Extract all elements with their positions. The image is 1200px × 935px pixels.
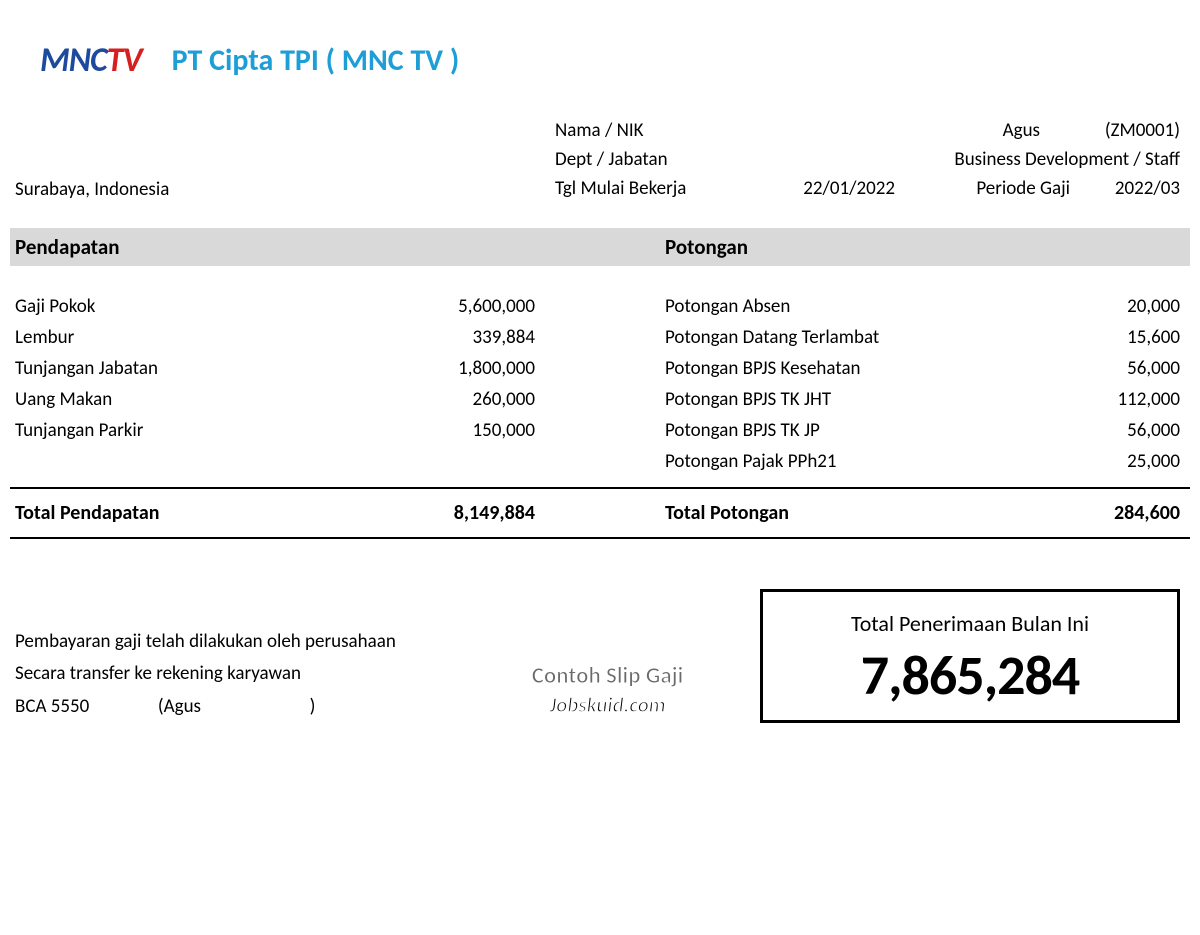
watermark-title: Contoh Slip Gaji	[455, 662, 760, 690]
payment-info: Pembayaran gaji telah dilakukan oleh per…	[15, 626, 455, 723]
deduction-column: Potongan Absen20,000 Potongan Datang Ter…	[665, 291, 1180, 477]
item-label: Potongan Datang Terlambat	[665, 326, 1060, 349]
watermark-site: Jobskuid.com	[455, 692, 760, 718]
company-location: Surabaya, Indonesia	[15, 178, 169, 201]
document-header: MNCTV PT Cipta TPI ( MNC TV )	[10, 20, 1190, 111]
total-deduction: Total Potongan 284,600	[665, 501, 1180, 525]
item-value: 15,600	[1060, 326, 1180, 349]
location-block: Surabaya, Indonesia	[15, 116, 555, 203]
item-value: 1,800,000	[415, 357, 535, 380]
employee-info-section: Surabaya, Indonesia Nama / NIK Agus (ZM0…	[10, 111, 1190, 218]
footer-section: Pembayaran gaji telah dilakukan oleh per…	[10, 539, 1190, 733]
item-value: 260,000	[415, 388, 535, 411]
total-income: Total Pendapatan 8,149,884	[15, 501, 535, 525]
item-label: Potongan BPJS TK JP	[665, 419, 1060, 442]
item-value: 56,000	[1060, 419, 1180, 442]
item-value: 112,000	[1060, 388, 1180, 411]
payment-line2: Secara transfer ke rekening karyawan	[15, 658, 455, 690]
item-label: Potongan BPJS Kesehatan	[665, 357, 1060, 380]
income-item: Lembur339,884	[15, 322, 535, 353]
account-close-paren: )	[310, 695, 316, 718]
item-label: Tunjangan Parkir	[15, 419, 415, 442]
info-row-dept: Dept / Jabatan Business Development / St…	[555, 145, 1180, 174]
deduction-item: Potongan BPJS TK JP56,000	[665, 415, 1180, 446]
item-label: Tunjangan Jabatan	[15, 357, 415, 380]
income-header: Pendapatan	[15, 234, 665, 260]
deduction-item: Potongan Absen20,000	[665, 291, 1180, 322]
total-deduction-value: 284,600	[1060, 501, 1180, 525]
employee-nik: (ZM0001)	[1080, 119, 1180, 142]
net-pay-value: 7,865,284	[798, 642, 1142, 710]
section-headers-row: Pendapatan Potongan	[10, 228, 1190, 266]
item-value: 150,000	[415, 419, 535, 442]
totals-row: Total Pendapatan 8,149,884 Total Potonga…	[10, 489, 1190, 539]
name-label: Nama / NIK	[555, 119, 755, 142]
line-items-section: Gaji Pokok5,600,000 Lembur339,884 Tunjan…	[10, 266, 1190, 489]
employee-name: Agus	[755, 119, 1080, 142]
item-label: Gaji Pokok	[15, 295, 415, 318]
item-label: Uang Makan	[15, 388, 415, 411]
company-logo: MNCTV	[40, 40, 142, 81]
total-deduction-label: Total Potongan	[665, 501, 1060, 525]
item-value: 5,600,000	[415, 295, 535, 318]
deduction-item: Potongan Datang Terlambat15,600	[665, 322, 1180, 353]
net-pay-label: Total Penerimaan Bulan Ini	[798, 610, 1142, 637]
info-row-name: Nama / NIK Agus (ZM0001)	[555, 116, 1180, 145]
bank-account-line: BCA 5550 (Agus )	[15, 691, 455, 723]
pay-period: 2022/03	[1090, 177, 1180, 200]
item-value: 25,000	[1060, 450, 1180, 473]
income-column: Gaji Pokok5,600,000 Lembur339,884 Tunjan…	[15, 291, 535, 477]
employee-dept: Business Development / Staff	[755, 148, 1180, 171]
deduction-header: Potongan	[665, 234, 1180, 260]
deduction-item: Potongan BPJS TK JHT112,000	[665, 384, 1180, 415]
start-date: 22/01/2022	[755, 177, 895, 200]
logo-text-tv: TV	[107, 40, 142, 81]
income-item: Gaji Pokok5,600,000	[15, 291, 535, 322]
deduction-item: Potongan BPJS Kesehatan56,000	[665, 353, 1180, 384]
watermark: Contoh Slip Gaji Jobskuid.com	[455, 662, 760, 723]
period-label: Periode Gaji	[895, 177, 1090, 200]
total-income-value: 8,149,884	[415, 501, 535, 525]
item-label: Potongan Pajak PPh21	[665, 450, 1060, 473]
start-date-label: Tgl Mulai Bekerja	[555, 177, 755, 200]
total-income-label: Total Pendapatan	[15, 501, 415, 525]
employee-details: Nama / NIK Agus (ZM0001) Dept / Jabatan …	[555, 116, 1180, 203]
account-holder: (Agus	[158, 695, 201, 718]
bank-code: BCA 5550	[15, 695, 89, 718]
income-item: Tunjangan Jabatan1,800,000	[15, 353, 535, 384]
item-label: Lembur	[15, 326, 415, 349]
item-value: 56,000	[1060, 357, 1180, 380]
payment-line1: Pembayaran gaji telah dilakukan oleh per…	[15, 626, 455, 658]
dept-label: Dept / Jabatan	[555, 148, 755, 171]
net-pay-box: Total Penerimaan Bulan Ini 7,865,284	[760, 589, 1180, 723]
item-label: Potongan BPJS TK JHT	[665, 388, 1060, 411]
item-label: Potongan Absen	[665, 295, 1060, 318]
logo-text-mnc: MNC	[40, 40, 107, 81]
company-name: PT Cipta TPI ( MNC TV )	[172, 42, 460, 79]
item-value: 339,884	[415, 326, 535, 349]
income-item: Uang Makan260,000	[15, 384, 535, 415]
info-row-dates: Tgl Mulai Bekerja 22/01/2022 Periode Gaj…	[555, 174, 1180, 203]
item-value: 20,000	[1060, 295, 1180, 318]
income-item: Tunjangan Parkir150,000	[15, 415, 535, 446]
deduction-item: Potongan Pajak PPh2125,000	[665, 446, 1180, 477]
